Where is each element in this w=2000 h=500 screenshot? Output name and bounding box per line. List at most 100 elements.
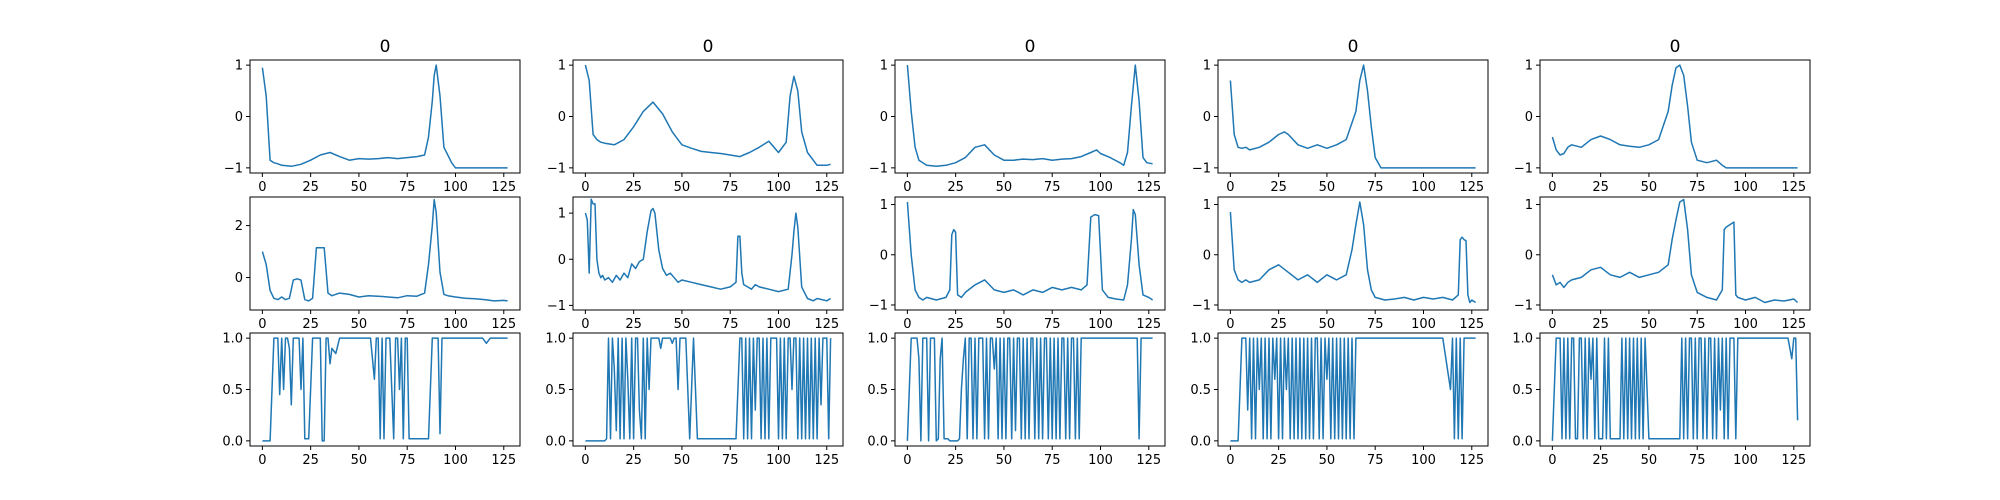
x-tick-label: 25 <box>625 317 642 332</box>
subplot-r1-c3: 0 25 50 75 100 125 −1 0 1 0 <box>869 37 1166 195</box>
x-tick-label: 75 <box>1044 317 1061 332</box>
y-tick-label: 1.0 <box>867 332 888 347</box>
y-tick-label: −1 <box>869 298 888 313</box>
subplot-r1-c5: 0 25 50 75 100 125 −1 0 1 0 <box>1514 37 1811 195</box>
x-tick-label: 100 <box>1733 317 1758 332</box>
subplot-r1-c4: 0 25 50 75 100 125 −1 0 1 0 <box>1192 37 1489 195</box>
y-tick-label: 1 <box>1525 198 1533 213</box>
x-tick-label: 75 <box>1689 317 1706 332</box>
subplot-r2-c5: 0 25 50 75 100 125 −1 0 1 <box>1514 196 1811 332</box>
y-tick-label: 0 <box>235 110 243 125</box>
y-tick-label: 0.0 <box>545 434 566 449</box>
y-tick-label: 0 <box>880 248 888 263</box>
x-tick-label: 50 <box>674 317 691 332</box>
y-tick-label: −1 <box>547 161 566 176</box>
y-tick-label: 0.5 <box>545 383 566 398</box>
x-tick-label: 75 <box>1367 453 1384 468</box>
x-tick-label: 75 <box>399 317 416 332</box>
x-tick-label: 0 <box>581 453 589 468</box>
series-line <box>1229 64 1476 169</box>
x-tick-label: 125 <box>1136 180 1161 195</box>
y-tick-label: 1.0 <box>545 332 566 347</box>
y-tick-label: 0.5 <box>867 383 888 398</box>
subplot-title: 0 <box>380 37 391 57</box>
x-tick-label: 100 <box>1411 453 1436 468</box>
y-tick-label: 0 <box>880 110 888 125</box>
y-tick-label: −1 <box>1514 298 1533 313</box>
y-tick-label: 1 <box>558 207 566 222</box>
series-line <box>262 337 508 442</box>
y-tick-label: −1 <box>1192 161 1211 176</box>
x-tick-label: 50 <box>996 453 1013 468</box>
series-line <box>584 64 831 167</box>
x-tick-label: 50 <box>1319 317 1336 332</box>
x-tick-label: 50 <box>351 180 368 195</box>
x-tick-label: 50 <box>1641 317 1658 332</box>
x-tick-label: 0 <box>1226 317 1234 332</box>
x-tick-label: 125 <box>1459 317 1484 332</box>
x-tick-label: 75 <box>1367 317 1384 332</box>
y-tick-label: −1 <box>547 299 566 314</box>
x-tick-label: 25 <box>1270 317 1287 332</box>
series-line <box>1229 201 1477 304</box>
y-tick-label: 0 <box>1203 248 1211 263</box>
x-tick-label: 25 <box>947 317 964 332</box>
series-line <box>584 198 831 302</box>
x-tick-label: 25 <box>302 453 319 468</box>
subplot-r3-c1: 0 25 50 75 100 125 0.0 0.5 1.0 <box>222 332 521 468</box>
series-line <box>261 64 508 169</box>
x-tick-label: 125 <box>814 317 839 332</box>
x-tick-label: 75 <box>722 453 739 468</box>
subplot-r3-c2: 0 25 50 75 100 125 0.0 0.5 1.0 <box>545 332 844 468</box>
axes-frame <box>572 196 844 311</box>
x-tick-label: 0 <box>581 180 589 195</box>
series-line <box>906 337 1153 442</box>
subplot-r1-c1: 0 25 50 75 100 125 −1 0 1 0 <box>224 37 521 195</box>
x-tick-label: 75 <box>1689 180 1706 195</box>
x-tick-label: 0 <box>258 180 266 195</box>
y-tick-label: 2 <box>235 219 243 234</box>
x-tick-label: 0 <box>258 317 266 332</box>
x-tick-label: 50 <box>1641 180 1658 195</box>
y-tick-label: 0 <box>1525 248 1533 263</box>
x-tick-label: 125 <box>814 180 839 195</box>
y-tick-label: 0.0 <box>222 434 243 449</box>
x-tick-label: 50 <box>996 180 1013 195</box>
x-tick-label: 0 <box>1226 453 1234 468</box>
series-line <box>906 64 1153 168</box>
axes-frame <box>1217 59 1489 174</box>
y-tick-label: 0.5 <box>222 383 243 398</box>
axes-frame <box>1539 196 1811 311</box>
x-tick-label: 25 <box>1592 180 1609 195</box>
subplot-r2-c3: 0 25 50 75 100 125 −1 0 1 <box>869 196 1166 332</box>
series-line <box>906 201 1154 301</box>
x-tick-label: 50 <box>351 453 368 468</box>
y-tick-label: −1 <box>1514 161 1533 176</box>
x-tick-label: 50 <box>1319 180 1336 195</box>
x-tick-label: 125 <box>491 453 516 468</box>
y-tick-label: 0 <box>235 271 243 286</box>
subplot-r2-c4: 0 25 50 75 100 125 −1 0 1 <box>1192 196 1489 332</box>
axes-frame <box>1539 332 1811 447</box>
x-tick-label: 100 <box>766 453 791 468</box>
subplot-r3-c3: 0 25 50 75 100 125 0.0 0.5 1.0 <box>867 332 1166 468</box>
subplot-r3-c5: 0 25 50 75 100 125 0.0 0.5 1.0 <box>1512 332 1811 468</box>
x-tick-label: 100 <box>766 317 791 332</box>
x-tick-label: 125 <box>1781 317 1806 332</box>
subplot-title: 0 <box>1670 37 1681 57</box>
x-tick-label: 25 <box>1270 180 1287 195</box>
x-tick-label: 75 <box>399 453 416 468</box>
x-tick-label: 0 <box>581 317 589 332</box>
y-tick-label: 0.0 <box>867 434 888 449</box>
x-tick-label: 25 <box>1270 453 1287 468</box>
x-tick-label: 125 <box>1136 453 1161 468</box>
x-tick-label: 0 <box>1548 317 1556 332</box>
x-tick-label: 50 <box>1319 453 1336 468</box>
x-tick-label: 100 <box>1088 317 1113 332</box>
y-tick-label: 1 <box>1525 59 1533 74</box>
series-line <box>261 198 508 302</box>
x-tick-label: 25 <box>947 180 964 195</box>
x-tick-label: 125 <box>1136 317 1161 332</box>
x-tick-label: 125 <box>1459 453 1484 468</box>
y-tick-label: 1.0 <box>222 332 243 347</box>
